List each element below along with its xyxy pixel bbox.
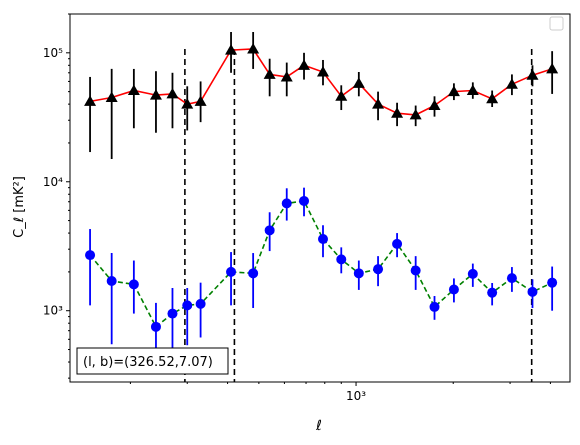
annotation-text: (l, b)=(326.52,7.07) <box>83 355 213 370</box>
annotation-box <box>76 347 229 375</box>
data-point <box>182 300 193 311</box>
data-point <box>352 77 365 88</box>
data-point <box>226 266 237 277</box>
y-axis: 10³ 10⁴ 10⁵ <box>43 13 70 379</box>
plot-area <box>84 32 559 382</box>
data-point <box>150 321 161 332</box>
data-point <box>127 84 140 96</box>
data-point <box>298 59 311 70</box>
data-point <box>281 198 292 209</box>
data-point <box>225 44 238 55</box>
data-point <box>167 308 178 319</box>
y-tick-label: 10⁴ <box>43 175 63 189</box>
data-point <box>372 98 385 109</box>
data-point <box>248 268 259 279</box>
data-point <box>166 87 179 99</box>
data-point <box>106 275 117 286</box>
data-point <box>353 268 364 279</box>
data-point <box>466 84 479 96</box>
data-point <box>195 298 206 309</box>
data-point <box>264 225 275 236</box>
data-point <box>505 78 518 89</box>
data-point <box>487 287 498 298</box>
data-point <box>194 95 207 106</box>
data-point <box>410 265 421 276</box>
data-point <box>149 89 162 100</box>
data-point <box>181 98 194 109</box>
series-line <box>89 200 553 329</box>
data-point <box>105 91 118 103</box>
data-point <box>336 254 347 265</box>
series-line <box>89 48 553 116</box>
series-2 <box>85 187 558 372</box>
data-point <box>391 107 404 118</box>
y-tick-label: 10³ <box>43 304 63 318</box>
data-point <box>428 99 441 111</box>
data-point <box>448 284 459 295</box>
y-tick-label: 10⁵ <box>43 46 63 60</box>
data-point <box>467 268 478 279</box>
series-1 <box>84 32 559 160</box>
data-point <box>547 277 558 288</box>
data-point <box>409 108 422 120</box>
x-axis: 10³ <box>129 382 551 403</box>
data-point <box>392 238 403 249</box>
data-point <box>506 273 517 284</box>
data-point <box>335 90 348 101</box>
data-point <box>546 62 559 74</box>
y-axis-label: C_ℓ [mK²] <box>12 176 27 238</box>
data-point <box>429 301 440 312</box>
data-point <box>373 264 384 275</box>
data-point <box>85 250 96 261</box>
legend-box <box>549 16 564 31</box>
x-tick-label: 10³ <box>346 389 366 403</box>
x-axis-label: ℓ <box>315 418 322 434</box>
data-point <box>526 69 539 80</box>
data-point <box>486 92 499 104</box>
data-point <box>280 70 293 82</box>
data-point <box>263 68 276 79</box>
data-point <box>447 85 460 97</box>
data-point <box>299 195 310 206</box>
data-point <box>316 65 329 77</box>
data-point <box>128 279 139 290</box>
plot-frame <box>69 13 571 383</box>
data-point <box>84 95 97 106</box>
data-point <box>527 286 538 297</box>
data-point <box>317 233 328 244</box>
data-point <box>247 43 260 54</box>
